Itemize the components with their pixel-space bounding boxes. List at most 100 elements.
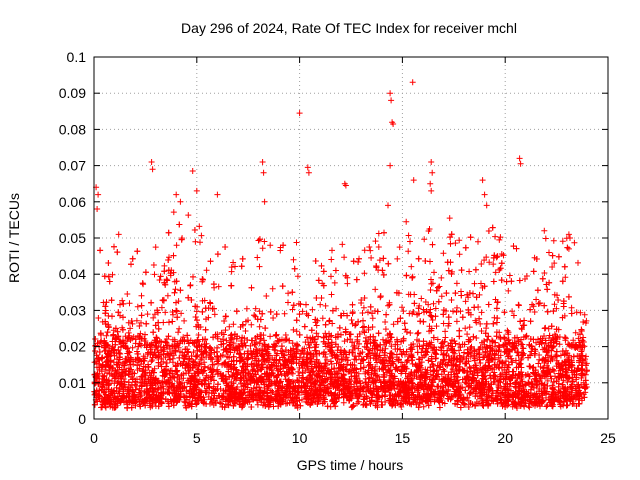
data-point	[122, 358, 129, 364]
data-point	[448, 297, 455, 303]
data-point	[490, 261, 497, 268]
data-point	[477, 320, 484, 327]
data-point	[197, 239, 203, 246]
data-point	[135, 343, 142, 350]
data-point	[491, 378, 498, 385]
data-point	[462, 244, 469, 251]
data-point	[206, 299, 213, 306]
data-point	[568, 310, 575, 317]
data-point	[433, 323, 440, 330]
data-point	[333, 360, 340, 367]
data-point	[575, 259, 581, 266]
data-point	[430, 300, 437, 307]
data-point	[402, 370, 409, 377]
data-point	[359, 324, 366, 331]
data-point	[209, 373, 216, 380]
data-point	[269, 362, 276, 369]
data-point	[533, 296, 540, 303]
data-point	[540, 398, 547, 405]
data-point	[509, 359, 516, 366]
data-point	[408, 263, 415, 270]
data-point	[190, 349, 197, 356]
data-point	[398, 367, 405, 374]
data-point	[333, 305, 340, 312]
data-point	[222, 327, 229, 334]
data-point	[573, 309, 580, 316]
data-point	[438, 274, 445, 281]
data-point	[233, 366, 240, 373]
data-point	[195, 332, 202, 338]
data-point	[322, 330, 329, 337]
data-point	[184, 379, 191, 386]
data-point	[207, 351, 214, 357]
data-point	[403, 329, 410, 335]
data-point	[273, 311, 280, 318]
data-point	[355, 345, 362, 352]
data-point	[162, 338, 169, 345]
data-point	[551, 301, 558, 308]
data-point	[109, 271, 116, 278]
data-point	[361, 247, 368, 254]
data-point	[174, 314, 181, 321]
data-point	[546, 249, 552, 256]
data-point	[361, 329, 368, 336]
data-point	[267, 242, 274, 249]
data-point	[367, 247, 374, 254]
data-point	[329, 371, 336, 377]
data-point	[173, 242, 180, 249]
data-point	[492, 233, 499, 240]
data-point	[464, 394, 471, 401]
data-point	[376, 257, 383, 264]
data-point	[473, 335, 480, 341]
data-point	[340, 399, 347, 406]
data-point	[516, 277, 523, 284]
data-point	[550, 237, 557, 244]
data-point	[165, 403, 172, 410]
data-point	[328, 361, 335, 367]
data-point	[559, 238, 566, 245]
data-point	[299, 347, 306, 354]
data-point	[223, 337, 230, 344]
data-point	[366, 244, 373, 250]
data-point	[170, 209, 177, 216]
data-point	[553, 326, 560, 333]
data-point	[475, 238, 481, 245]
data-point	[497, 352, 504, 359]
data-point	[426, 226, 433, 232]
data-point	[122, 370, 129, 377]
data-point	[293, 239, 300, 246]
data-point	[395, 378, 402, 385]
data-point	[519, 345, 526, 352]
data-point	[322, 302, 329, 309]
data-point	[461, 401, 468, 408]
data-point	[478, 261, 485, 267]
data-point	[497, 379, 504, 386]
data-point	[250, 385, 257, 392]
data-point	[341, 254, 348, 261]
data-point	[440, 250, 447, 257]
data-point	[407, 330, 414, 336]
chart-title: Day 296 of 2024, Rate Of TEC Index for r…	[181, 20, 517, 36]
data-point	[478, 309, 485, 316]
data-point	[201, 376, 207, 383]
data-point	[172, 286, 179, 293]
data-point	[552, 353, 559, 360]
data-point	[483, 320, 490, 327]
data-point	[382, 326, 389, 333]
data-point	[560, 298, 567, 305]
data-point	[95, 315, 102, 321]
data-point	[372, 238, 379, 245]
data-point	[195, 338, 202, 345]
data-point	[165, 342, 172, 349]
data-point	[260, 389, 267, 396]
data-point	[322, 343, 329, 350]
data-point	[151, 311, 158, 318]
data-point	[299, 308, 306, 315]
data-point	[368, 254, 375, 261]
data-point	[267, 333, 274, 340]
data-point	[303, 376, 310, 383]
data-point	[414, 330, 421, 337]
data-point	[344, 336, 351, 343]
data-point	[187, 393, 194, 400]
data-point	[509, 308, 516, 315]
